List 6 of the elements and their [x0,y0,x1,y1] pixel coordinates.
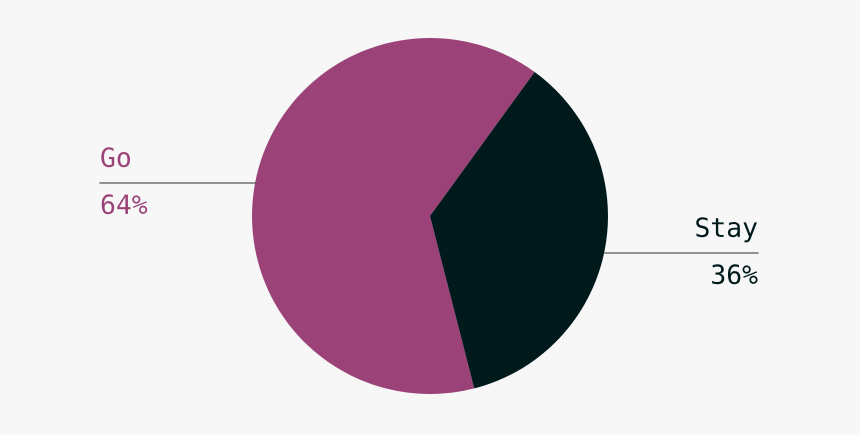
pie-slice [252,38,535,394]
data-label: 36% [712,264,758,284]
slice-label: Stay [696,217,757,242]
data-label: 64% [102,194,148,214]
slice-label: Go [101,147,130,168]
pie-slice [430,72,608,388]
